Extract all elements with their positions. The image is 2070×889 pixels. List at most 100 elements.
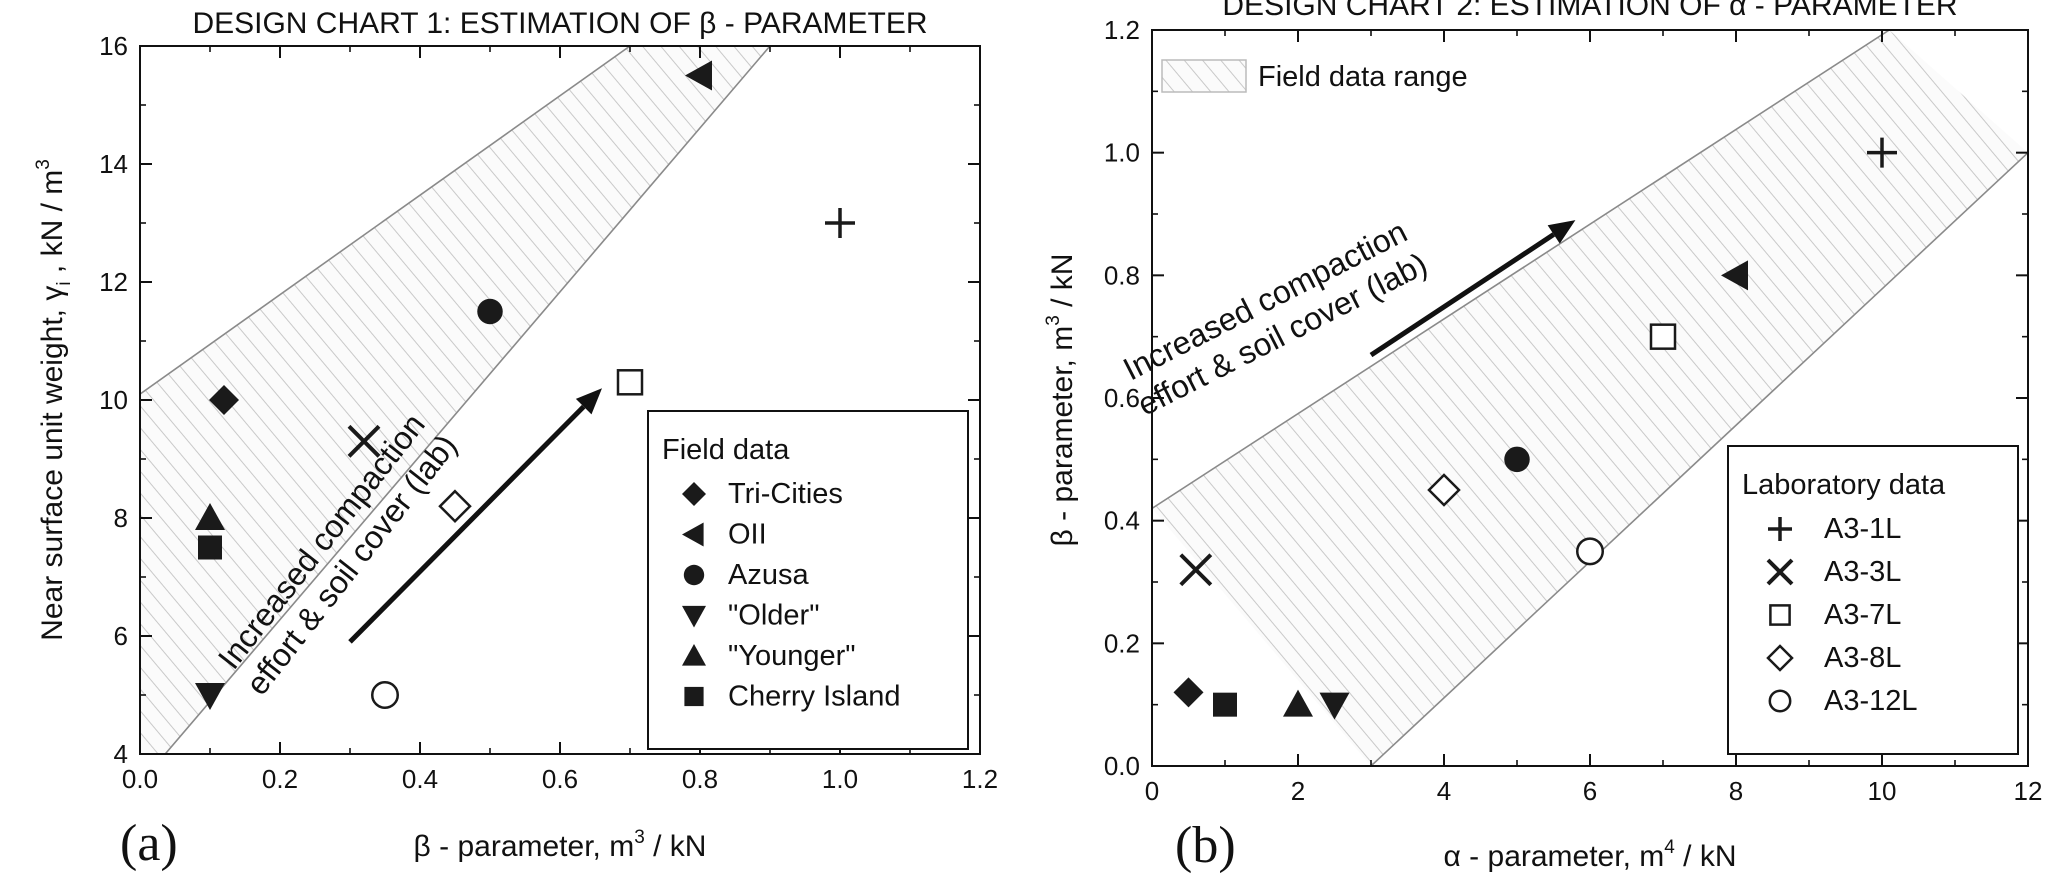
data-point <box>616 369 644 396</box>
legend-label: A3-12L <box>1824 685 1918 717</box>
legend-label: Azusa <box>728 559 809 591</box>
y-tick-label: 0.8 <box>1104 260 1140 290</box>
legend-label: A3-7L <box>1824 599 1901 631</box>
x-tick-label: 12 <box>2014 776 2043 806</box>
data-point <box>1721 260 1748 291</box>
y-tick-label: 14 <box>99 149 128 179</box>
x-tick-label: 8 <box>1729 776 1743 806</box>
legend-marker <box>683 564 705 586</box>
data-point <box>685 60 712 91</box>
legend: Field data Tri-Cities OII Azusa "Older" "Youn… <box>647 410 969 750</box>
x-tick-label: 10 <box>1868 776 1897 806</box>
legend-marker <box>1766 644 1794 672</box>
x-tick-label: 2 <box>1291 776 1305 806</box>
y-tick-label: 1.0 <box>1104 138 1140 168</box>
panel-label: (a) <box>120 815 178 872</box>
annotation-arrow-shaft <box>348 404 586 644</box>
x-tick-label: 0.0 <box>122 764 158 794</box>
legend-marker <box>682 644 706 666</box>
legend-marker <box>1766 558 1794 586</box>
field-data-band <box>140 46 771 754</box>
legend-label: A3-1L <box>1824 513 1901 545</box>
x-tick-label: 0.6 <box>542 764 578 794</box>
band-upper-edge <box>1152 30 1890 510</box>
x-axis-label: β - parameter, m3 / kN <box>414 827 707 863</box>
data-point <box>477 298 503 325</box>
chart-title: DESIGN CHART 1: ESTIMATION OF β - PARAME… <box>192 7 927 40</box>
legend: Laboratory data A3-1L A3-3L A3-7L A3-8L A3-12… <box>1727 445 2019 755</box>
data-point <box>1179 553 1213 587</box>
data-point <box>1867 137 1897 168</box>
y-tick-label: 0.4 <box>1104 506 1140 536</box>
legend-label: "Younger" <box>728 640 856 672</box>
field-data-band <box>1152 30 2028 766</box>
data-point <box>1576 537 1604 566</box>
y-tick-label: 12 <box>99 267 128 297</box>
data-point <box>195 503 225 530</box>
data-point <box>825 208 855 238</box>
legend-marker <box>684 686 704 707</box>
legend-marker <box>1768 689 1792 713</box>
legend-label: A3-3L <box>1824 556 1901 588</box>
x-tick-label: 6 <box>1583 776 1597 806</box>
data-point <box>1173 677 1204 708</box>
x-tick-label: 4 <box>1437 776 1451 806</box>
data-point <box>438 489 472 523</box>
band-upper-edge <box>140 46 631 395</box>
y-tick-label: 0.2 <box>1104 628 1140 658</box>
legend-title: Field data <box>662 434 790 466</box>
data-point <box>1213 692 1237 717</box>
annotation-arrow-head <box>575 388 602 415</box>
x-axis-label: α - parameter, m4 / kN <box>1444 837 1737 873</box>
data-point <box>1504 446 1530 473</box>
y-axis-label: Near surface unit weight, γi , kN / m3 <box>33 159 75 641</box>
data-point <box>198 535 222 560</box>
legend-title: Laboratory data <box>1742 469 1946 501</box>
legend-label: Cherry Island <box>728 681 900 713</box>
data-point <box>1283 689 1313 717</box>
data-point <box>1649 323 1677 350</box>
y-tick-label: 6 <box>114 621 128 651</box>
legend-marker <box>682 482 706 506</box>
annotation-arrow-head <box>1547 220 1576 244</box>
band-lower-edge <box>164 46 771 754</box>
band-fill <box>140 46 770 754</box>
y-tick-label: 10 <box>99 385 128 415</box>
data-point <box>195 683 225 710</box>
legend-marker <box>1768 517 1792 541</box>
legend-marker <box>1769 604 1791 626</box>
y-tick-label: 1.2 <box>1104 15 1140 45</box>
y-axis-label: β - parameter, m3 / kN <box>1043 254 1079 547</box>
annotation-arrow-shaft <box>1369 232 1556 358</box>
y-tick-label: 4 <box>114 739 128 769</box>
y-tick-label: 8 <box>114 503 128 533</box>
data-point <box>1319 692 1350 720</box>
x-tick-label: 0.4 <box>402 764 438 794</box>
legend-marker <box>682 605 706 628</box>
data-point <box>209 385 239 415</box>
band-fill <box>1152 30 2028 766</box>
band-legend-swatch <box>1161 59 1247 93</box>
x-tick-label: 1.0 <box>822 764 858 794</box>
chart-b: 0 2 4 6 8 10 12 0.0 0.2 0.4 0.6 0.8 1.0 1.2 DESIGN CHA… <box>1043 0 2042 874</box>
y-tick-label: 16 <box>99 31 128 61</box>
panel-label: (b) <box>1175 817 1236 874</box>
x-tick-label: 0.2 <box>262 764 298 794</box>
y-tick-label: 0.0 <box>1104 751 1140 781</box>
y-tick-label: 0.6 <box>1104 383 1140 413</box>
legend-label: A3-8L <box>1824 642 1901 674</box>
band-lower-edge <box>1370 152 2028 766</box>
x-tick-label: 1.2 <box>962 764 998 794</box>
chart-a: 0.0 0.2 0.4 0.6 0.8 1.0 1.2 4 6 8 10 12 14 16 DESIGN C… <box>33 7 998 872</box>
legend-label: Tri-Cities <box>728 478 843 510</box>
legend-marker <box>682 522 704 547</box>
x-tick-label: 0.8 <box>682 764 718 794</box>
band-legend-label: Field data range <box>1258 61 1468 93</box>
data-point <box>1427 473 1461 507</box>
chart-title: DESIGN CHART 2: ESTIMATION OF α - PARAME… <box>1222 0 1957 22</box>
data-point <box>347 424 381 458</box>
legend-label: OII <box>728 519 767 551</box>
x-tick-label: 0 <box>1145 776 1159 806</box>
data-point <box>371 681 399 709</box>
